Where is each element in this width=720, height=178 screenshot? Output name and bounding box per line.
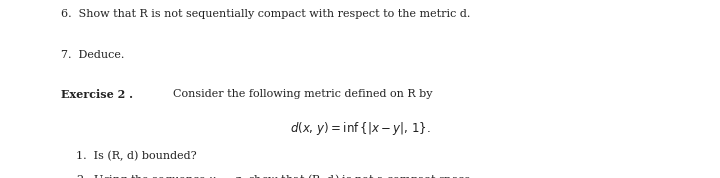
Text: Consider the following metric defined on R by: Consider the following metric defined on… xyxy=(173,89,432,99)
Text: 2.  Using the sequence $x_n = n$, show that (R, d) is not a compact space.: 2. Using the sequence $x_n = n$, show th… xyxy=(76,172,474,178)
Text: 6.  Show that R is not sequentially compact with respect to the metric d.: 6. Show that R is not sequentially compa… xyxy=(61,9,471,19)
Text: 7.  Deduce.: 7. Deduce. xyxy=(61,50,125,60)
Text: Exercise 2 .: Exercise 2 . xyxy=(61,89,133,100)
Text: 1.  Is (R, d) bounded?: 1. Is (R, d) bounded? xyxy=(76,150,197,161)
Text: $d(x,\, y) = \inf\{|x - y|,\, 1\}.$: $d(x,\, y) = \inf\{|x - y|,\, 1\}.$ xyxy=(289,120,431,137)
